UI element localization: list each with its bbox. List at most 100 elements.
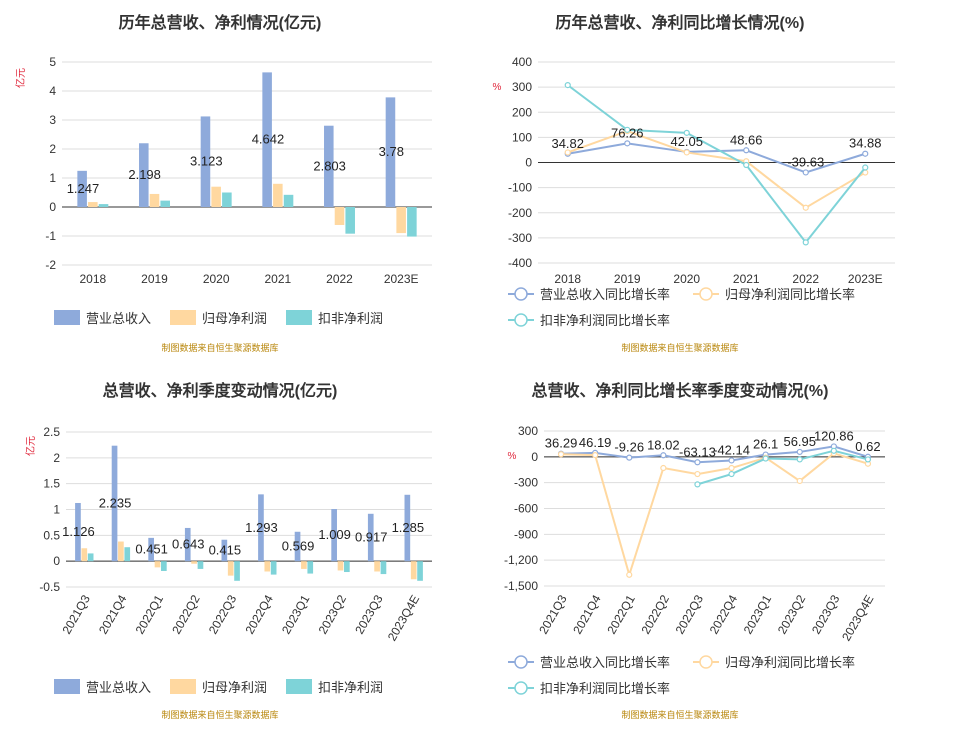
- bar-1: [77, 170, 87, 207]
- y-tick-label: 300: [518, 424, 538, 438]
- bar-3: [124, 547, 131, 562]
- data-label: 2.198: [128, 167, 161, 182]
- x-tick-label: 2023Q4E: [839, 593, 876, 644]
- data-label: 34.88: [849, 136, 882, 151]
- data-point: [694, 470, 701, 478]
- data-point: [743, 161, 750, 169]
- bar-3: [98, 204, 109, 207]
- bar-2: [264, 561, 271, 572]
- legend-swatch: [286, 679, 312, 694]
- legend-item: 营业总收入: [54, 679, 151, 695]
- legend-marker: [514, 313, 528, 327]
- y-tick-label: -600: [514, 502, 538, 516]
- y-axis-unit-label: 亿元: [14, 68, 27, 88]
- x-tick-label: 2019: [141, 272, 168, 286]
- y-tick-label: 1.5: [43, 477, 60, 491]
- data-point: [728, 470, 735, 478]
- y-tick-label: -1,500: [504, 579, 538, 593]
- data-label: 0.643: [172, 537, 205, 552]
- bar-3: [380, 561, 387, 575]
- bar-3: [197, 561, 204, 569]
- data-label: 3.123: [190, 154, 223, 169]
- data-label: 1.009: [318, 527, 351, 542]
- x-tick-label: 2023Q1: [279, 592, 313, 636]
- y-tick-label: 0: [525, 156, 532, 170]
- legend-swatch: [170, 679, 196, 694]
- data-point: [564, 82, 571, 89]
- chart-title: 总营收、净利同比增长率季度变动情况(%): [532, 381, 829, 400]
- y-tick-label: 1: [49, 171, 56, 185]
- legend-item: 营业总收入: [54, 310, 151, 326]
- legend-item: 归母净利润同比增长率: [693, 287, 855, 302]
- data-label: 34.82: [551, 136, 584, 151]
- bar-2: [334, 207, 345, 225]
- bar-2: [410, 561, 417, 580]
- x-tick-label: 2022Q4: [242, 592, 276, 636]
- bar-3: [344, 561, 350, 573]
- data-point: [802, 169, 809, 176]
- data-point: [683, 129, 690, 136]
- bar-2: [81, 548, 88, 562]
- bar-1: [111, 445, 118, 562]
- data-label: 26.1: [753, 437, 778, 452]
- data-label: -63.13: [679, 444, 716, 459]
- data-label: 0.415: [209, 542, 242, 557]
- bar-1: [294, 531, 301, 562]
- data-label: 1.293: [245, 520, 278, 535]
- legend-item: 归母净利润: [170, 310, 267, 326]
- data-label: 4.642: [252, 132, 285, 147]
- y-tick-label: 0.5: [43, 528, 60, 542]
- data-point: [592, 452, 599, 459]
- data-label: 46.19: [579, 435, 612, 450]
- y-tick-label: 0: [531, 450, 538, 464]
- y-tick-label: -100: [508, 181, 532, 195]
- data-label: 1.285: [392, 520, 425, 535]
- data-label: 56.95: [783, 434, 816, 449]
- bar-1: [258, 494, 264, 562]
- legend-swatch: [54, 679, 80, 694]
- data-label: -39.63: [787, 154, 824, 169]
- data-point: [728, 457, 735, 464]
- bar-2: [191, 561, 197, 564]
- data-point: [626, 571, 633, 578]
- series-line-3: [697, 449, 869, 486]
- x-tick-label: 2022Q4: [707, 592, 741, 636]
- bar-2: [301, 561, 307, 569]
- data-label: 2.803: [313, 158, 346, 173]
- y-tick-label: -300: [508, 231, 532, 245]
- x-tick-label: 2021: [264, 272, 291, 286]
- data-point: [762, 455, 769, 462]
- bar-1: [184, 527, 191, 562]
- data-label: 0.62: [855, 439, 880, 454]
- y-tick-label: 5: [49, 55, 56, 69]
- data-label: 36.29: [545, 436, 578, 451]
- x-tick-label: 2018: [79, 272, 106, 286]
- x-tick-label: 2020: [203, 272, 230, 286]
- y-tick-label: 200: [512, 105, 532, 119]
- chart-title: 历年总营收、净利同比增长情况(%): [556, 13, 805, 32]
- series-line-2: [561, 452, 869, 579]
- x-tick-label: 2023Q2: [775, 592, 809, 636]
- y-axis-unit-label: %: [508, 451, 517, 462]
- legend-label: 扣非净利润: [318, 311, 383, 326]
- chart-title: 总营收、净利季度变动情况(亿元): [103, 381, 338, 400]
- bar-3: [307, 561, 314, 574]
- x-tick-label: 2021Q3: [536, 592, 570, 636]
- y-axis-unit-label: 亿元: [24, 436, 37, 456]
- y-tick-label: 3: [49, 113, 56, 127]
- y-tick-label: -0.5: [39, 580, 60, 594]
- bar-1: [324, 125, 334, 207]
- x-tick-label: 2023Q4E: [385, 593, 422, 644]
- data-point: [564, 149, 571, 156]
- x-tick-label: 2023E: [848, 272, 883, 286]
- legend-marker: [514, 681, 528, 695]
- x-tick-label: 2021Q3: [59, 592, 93, 636]
- bar-2: [118, 541, 124, 562]
- data-point: [830, 447, 837, 454]
- bar-1: [75, 502, 81, 562]
- x-tick-label: 2023E: [384, 272, 419, 286]
- y-axis-unit-label: %: [493, 82, 502, 93]
- y-tick-label: 0: [49, 200, 56, 214]
- bar-3: [161, 561, 167, 571]
- data-label: 0.451: [135, 542, 168, 557]
